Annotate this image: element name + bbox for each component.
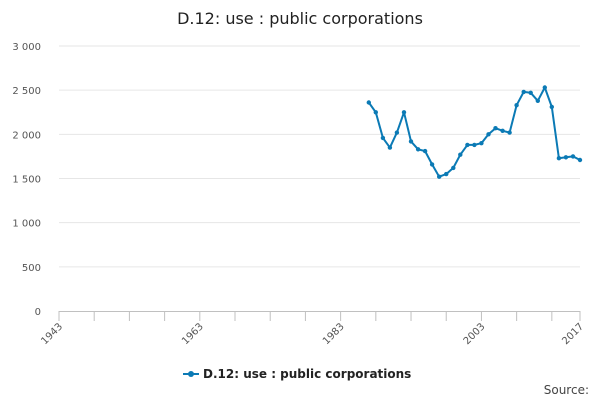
y-tick-label: 1 500 bbox=[12, 175, 41, 186]
legend[interactable]: D.12: use : public corporations bbox=[183, 367, 411, 381]
x-tick-label: 2017 bbox=[560, 321, 586, 347]
data-point[interactable] bbox=[394, 130, 400, 135]
data-point[interactable] bbox=[472, 142, 477, 148]
data-point[interactable] bbox=[444, 171, 449, 177]
y-tick-label: 1 000 bbox=[12, 219, 41, 230]
data-point[interactable] bbox=[507, 130, 512, 135]
data-point[interactable] bbox=[408, 139, 414, 144]
x-axis: 1943 1963 1983 2003 2017 bbox=[39, 311, 586, 347]
data-point[interactable] bbox=[570, 154, 576, 159]
series-group bbox=[366, 85, 583, 179]
data-point[interactable] bbox=[437, 174, 442, 179]
data-point[interactable] bbox=[366, 100, 371, 105]
data-point[interactable] bbox=[556, 156, 562, 161]
x-tick-label: 1943 bbox=[39, 321, 65, 347]
data-point[interactable] bbox=[479, 141, 484, 146]
chart-title: D.12: use : public corporations bbox=[177, 9, 423, 28]
data-point[interactable] bbox=[401, 110, 407, 115]
data-point[interactable] bbox=[577, 157, 583, 163]
x-tick-label: 2003 bbox=[462, 321, 488, 347]
y-tick-label: 2 000 bbox=[12, 130, 41, 141]
legend-label: D.12: use : public corporations bbox=[203, 367, 411, 381]
data-point[interactable] bbox=[542, 85, 547, 90]
x-tick-label: 1983 bbox=[321, 321, 347, 347]
x-tick-label: 1963 bbox=[180, 321, 206, 347]
data-point[interactable] bbox=[380, 135, 386, 141]
data-point[interactable] bbox=[373, 110, 378, 115]
y-tick-label: 0 bbox=[35, 307, 41, 318]
data-point[interactable] bbox=[549, 104, 554, 110]
data-point[interactable] bbox=[528, 90, 533, 96]
source-label: Source: bbox=[544, 383, 589, 397]
data-point[interactable] bbox=[563, 155, 569, 160]
data-point[interactable] bbox=[535, 98, 540, 104]
y-axis-tick-labels: 0 500 1 000 1 500 2 000 2 500 3 000 bbox=[12, 42, 41, 318]
y-tick-label: 2 500 bbox=[12, 86, 41, 97]
data-point[interactable] bbox=[521, 89, 526, 95]
data-point[interactable] bbox=[429, 162, 435, 167]
data-point[interactable] bbox=[458, 152, 463, 157]
data-point[interactable] bbox=[465, 142, 470, 148]
data-point[interactable] bbox=[493, 126, 498, 131]
y-tick-label: 3 000 bbox=[12, 42, 41, 53]
data-point[interactable] bbox=[500, 128, 505, 133]
y-tick-label: 500 bbox=[22, 263, 41, 274]
gridlines bbox=[59, 45, 580, 268]
data-point[interactable] bbox=[514, 103, 519, 108]
legend-point-marker bbox=[188, 371, 194, 377]
data-point[interactable] bbox=[451, 165, 456, 171]
series-line bbox=[367, 86, 581, 178]
data-point[interactable] bbox=[387, 145, 393, 150]
data-point[interactable] bbox=[415, 147, 421, 152]
data-point[interactable] bbox=[422, 148, 428, 154]
data-point[interactable] bbox=[486, 132, 491, 137]
